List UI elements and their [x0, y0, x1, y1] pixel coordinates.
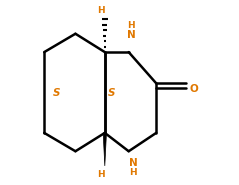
Text: N: N — [129, 158, 138, 168]
Text: H: H — [97, 170, 105, 179]
Text: S: S — [108, 88, 115, 97]
Text: H: H — [130, 168, 137, 177]
Polygon shape — [103, 133, 106, 166]
Text: O: O — [190, 84, 198, 94]
Text: H: H — [128, 21, 135, 30]
Text: N: N — [127, 30, 136, 40]
Text: S: S — [52, 88, 60, 97]
Text: H: H — [97, 6, 105, 15]
